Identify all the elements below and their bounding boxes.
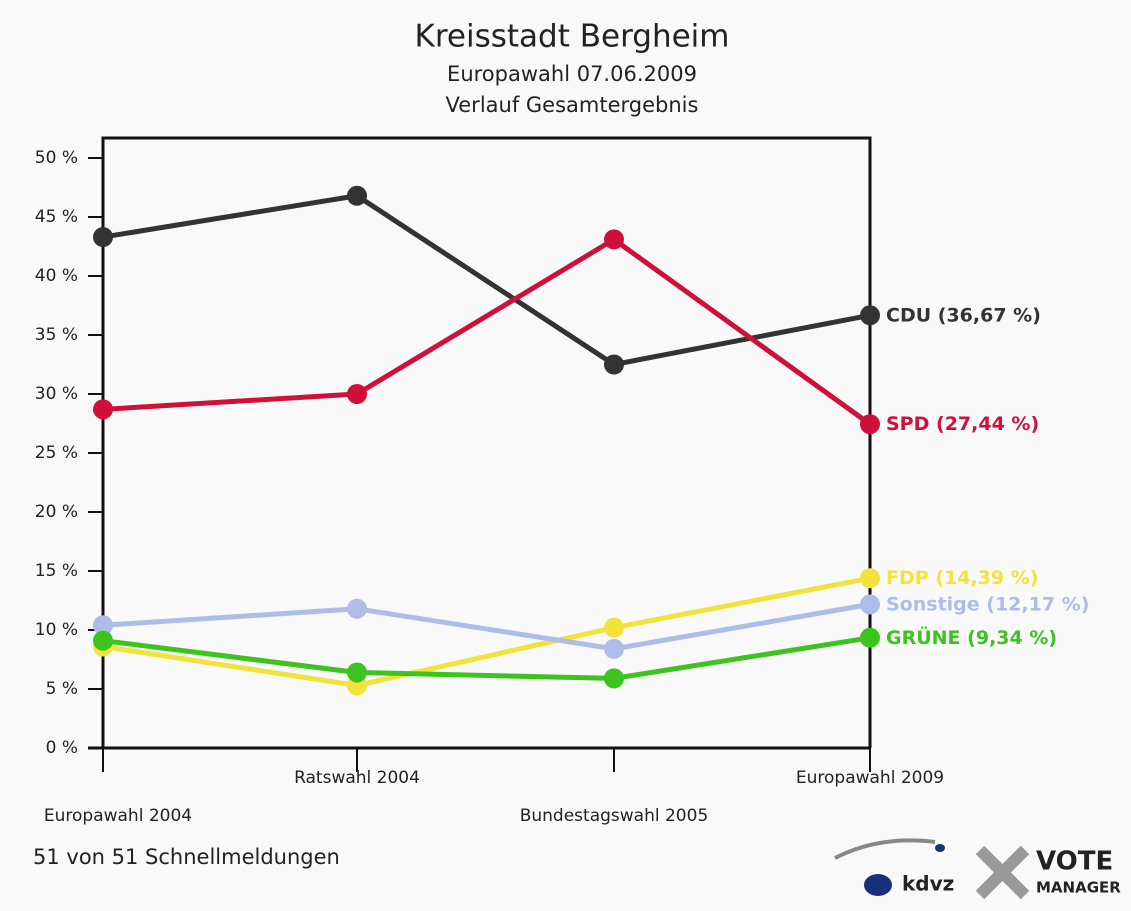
x-tick-label: Europawahl 2004: [44, 806, 192, 826]
logo-shape: [975, 845, 1030, 900]
logo-text: kdvz: [902, 872, 954, 896]
point: [604, 229, 624, 250]
x-tick-label: Europawahl 2009: [796, 768, 944, 788]
point: [604, 638, 624, 659]
value-label: (9,34 %): [967, 626, 1057, 648]
point: [604, 354, 624, 375]
series-line: [102, 193, 871, 367]
y-tick-label: 15 %: [35, 561, 78, 581]
y-tick-label: 20 %: [35, 502, 78, 522]
y-tick-label: 10 %: [35, 620, 78, 640]
x-tick-label: Ratswahl 2004: [294, 768, 420, 788]
end-label: CDU (36,67 %): [886, 304, 1041, 326]
logo-shape: [864, 874, 892, 896]
value-label: (27,44 %): [936, 413, 1039, 435]
y-tick-label: 5 %: [46, 679, 78, 699]
logo-shape: [935, 844, 945, 852]
y-tick-label: 40 %: [35, 266, 78, 286]
value-label: (12,17 %): [986, 593, 1089, 615]
point: [347, 384, 367, 404]
end-label: Sonstige (12,17 %): [886, 593, 1089, 615]
point: [347, 662, 367, 683]
logo-text: MANAGER: [1036, 879, 1121, 897]
point: [860, 568, 880, 589]
series-name: FDP: [886, 567, 929, 589]
point: [93, 630, 113, 651]
y-tick-label: 50 %: [35, 148, 78, 168]
series-name: GRÜNE: [886, 624, 961, 648]
end-label: FDP (14,39 %): [886, 567, 1038, 589]
y-tick-label: 45 %: [35, 207, 78, 227]
y-tick-label: 35 %: [35, 325, 78, 345]
series-name: SPD: [886, 413, 929, 435]
logo-shape: [834, 838, 936, 860]
logo-text: VOTE: [1036, 847, 1113, 877]
series-line: [102, 601, 871, 652]
point: [860, 414, 880, 435]
footer: 51 von 51 Schnellmeldungen: [33, 845, 340, 869]
point: [860, 305, 880, 326]
series-line: [102, 635, 871, 681]
series-line: [102, 575, 871, 688]
point: [93, 399, 113, 420]
value-label: (14,39 %): [935, 567, 1038, 589]
logo: kdvz VOTE MANAGER: [834, 838, 1121, 900]
point: [93, 227, 113, 248]
series-line: [102, 236, 872, 427]
point: [860, 627, 880, 648]
chart-subtitle: Verlauf Gesamtergebnis: [446, 93, 699, 117]
chart-title: Kreisstadt Bergheim: [415, 19, 730, 55]
point: [604, 668, 624, 689]
value-label: (36,67 %): [938, 304, 1041, 326]
chart-subtitle: Europawahl 07.06.2009: [447, 62, 697, 86]
y-tick-label: 30 %: [35, 384, 78, 404]
y-tick-label: 0 %: [46, 738, 78, 758]
point: [93, 615, 113, 636]
series-name: Sonstige: [886, 593, 980, 615]
plot-frame: [101, 136, 872, 748]
end-label: SPD (27,44 %): [886, 413, 1039, 435]
point: [347, 598, 367, 619]
y-tick-label: 25 %: [35, 443, 78, 463]
point: [860, 594, 880, 615]
end-label: GRÜNE (9,34 %): [886, 624, 1057, 648]
series-name: CDU: [886, 304, 931, 326]
point: [604, 617, 624, 638]
x-tick-label: Bundestagswahl 2005: [520, 806, 709, 826]
point: [347, 185, 367, 206]
